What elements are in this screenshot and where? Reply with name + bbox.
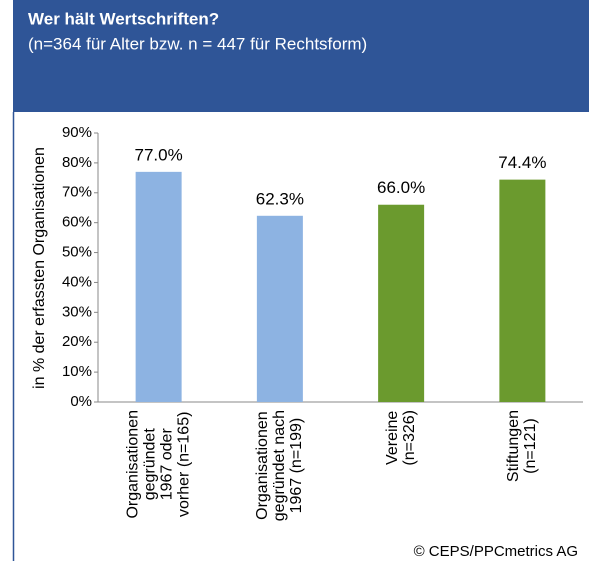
y-tick-label: 30%: [62, 303, 92, 320]
y-tick-label: 60%: [62, 214, 92, 231]
bar: [135, 171, 182, 402]
bar: [499, 179, 546, 402]
y-tick-label: 20%: [62, 333, 92, 350]
x-tick-label: Stiftungen: [505, 410, 522, 482]
chart-subtitle: (n=364 für Alter bzw. n = 447 für Rechts…: [28, 34, 367, 53]
x-tick-label: 1967 oder: [158, 428, 175, 501]
y-tick-label: 10%: [62, 363, 92, 380]
y-axis-label: in % der erfassten Organisationen: [31, 147, 48, 389]
y-tick-label: 80%: [62, 154, 92, 171]
x-tick-label: gegründet: [141, 428, 158, 501]
y-tick-label: 50%: [62, 244, 92, 261]
x-tick-label: Organisationen: [254, 411, 271, 520]
data-label: 77.0%: [135, 145, 183, 164]
header-band: [13, 0, 589, 112]
x-tick-label: gegründet nach: [271, 410, 288, 521]
data-label: 66.0%: [377, 178, 425, 197]
data-label: 74.4%: [498, 153, 546, 172]
y-tick-label: 0%: [70, 393, 92, 410]
bar: [378, 204, 425, 402]
y-tick-label: 90%: [62, 124, 92, 141]
y-tick-label: 70%: [62, 184, 92, 201]
x-tick-label: Vereine: [384, 411, 401, 465]
x-tick-label: 1967 (n=199): [288, 418, 305, 514]
chart-title: Wer hält Wertschriften?: [28, 9, 219, 28]
x-tick-label: (n=326): [401, 410, 418, 466]
data-label: 62.3%: [256, 189, 304, 208]
x-tick-label: (n=121): [522, 418, 539, 474]
source: © CEPS/PPCmetrics AG: [414, 543, 578, 560]
y-tick-label: 40%: [62, 273, 92, 290]
bar: [256, 215, 303, 402]
x-tick-label: Organisationen: [124, 410, 141, 519]
x-tick-label: vorher (n=165): [175, 412, 192, 517]
